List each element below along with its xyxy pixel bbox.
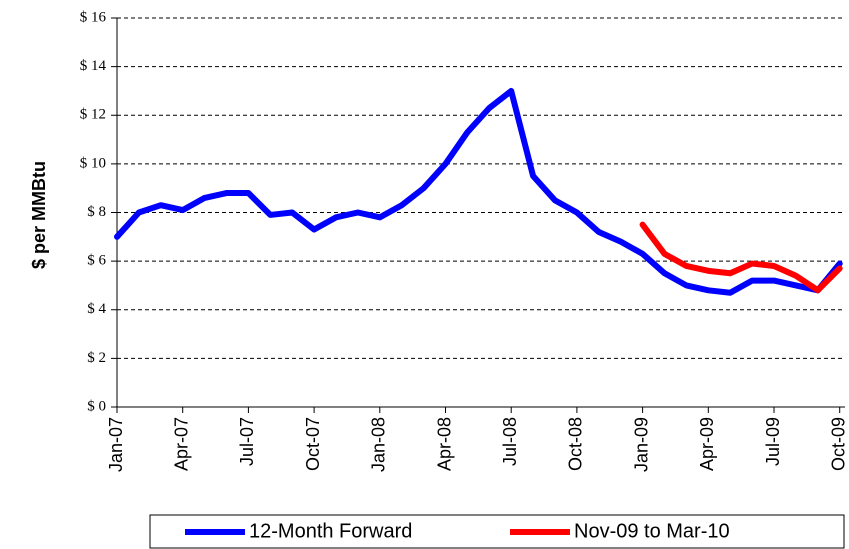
x-tick-label: Jan-09 [631, 417, 651, 472]
x-tick-label: Jul-07 [237, 417, 257, 466]
x-tick-label: Jul-09 [763, 417, 783, 466]
y-tick-label: $ 8 [87, 204, 106, 220]
y-tick-label: $ 0 [87, 398, 106, 414]
x-tick-label: Apr-08 [434, 417, 454, 471]
x-tick-label: Jan-08 [369, 417, 389, 472]
x-tick-label: Oct-08 [566, 417, 586, 471]
y-tick-label: $ 14 [80, 58, 107, 74]
y-axis-label: $ per MMBtu [29, 161, 49, 269]
y-tick-label: $ 2 [87, 350, 106, 366]
x-tick-label: Apr-07 [171, 417, 191, 471]
x-tick-label: Apr-09 [697, 417, 717, 471]
series-line [114, 87, 843, 296]
series-line [639, 221, 843, 294]
y-tick-label: $ 12 [80, 107, 106, 123]
y-tick-label: $ 4 [87, 301, 106, 317]
x-tick-label: Jul-08 [500, 417, 520, 466]
y-tick-label: $ 6 [87, 253, 106, 269]
legend-label: Nov-09 to Mar-10 [574, 520, 730, 542]
x-tick-label: Jan-07 [106, 417, 126, 472]
legend-box [149, 514, 845, 549]
x-tick-label: Oct-09 [828, 417, 848, 471]
legend-label: 12-Month Forward [249, 520, 412, 542]
y-tick-label: $ 10 [80, 155, 106, 171]
x-tick-label: Oct-07 [303, 417, 323, 471]
y-tick-label: $ 16 [80, 9, 107, 25]
